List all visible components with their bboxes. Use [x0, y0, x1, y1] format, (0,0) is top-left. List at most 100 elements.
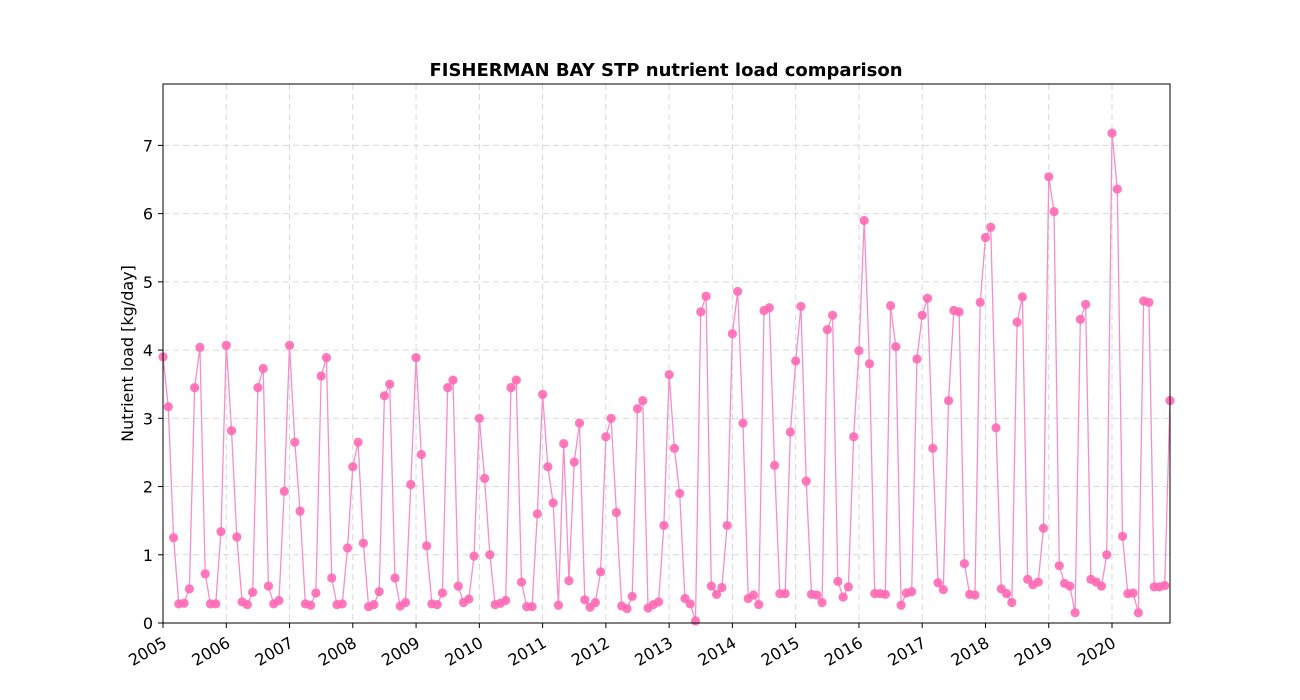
data-point	[1033, 577, 1043, 587]
data-point	[701, 291, 711, 301]
series-points-group	[158, 128, 1175, 626]
data-point	[706, 581, 716, 591]
data-point	[748, 590, 759, 600]
data-point	[1070, 608, 1080, 618]
data-point	[400, 597, 411, 608]
data-point	[311, 588, 321, 598]
data-point	[216, 526, 226, 537]
data-point	[316, 371, 326, 381]
data-point	[374, 587, 384, 597]
data-point	[1001, 589, 1012, 599]
data-point	[1054, 561, 1064, 571]
data-point	[1012, 317, 1022, 327]
data-point	[590, 597, 600, 608]
data-point	[659, 520, 669, 531]
data-point	[337, 599, 347, 609]
data-point	[817, 597, 827, 608]
data-point	[179, 598, 189, 608]
data-point	[891, 342, 901, 352]
x-tick-label: 2008	[315, 633, 360, 670]
x-tick-label: 2006	[189, 633, 234, 670]
data-point	[922, 293, 933, 303]
data-point	[843, 582, 853, 592]
x-tick-label: 2010	[442, 633, 487, 670]
data-point	[369, 599, 379, 610]
data-point	[527, 602, 537, 612]
data-point	[601, 432, 611, 442]
x-tick-label: 2013	[631, 633, 676, 670]
data-point	[480, 473, 490, 483]
data-point	[485, 550, 495, 560]
y-tick-label: 2	[143, 478, 153, 497]
data-point	[938, 584, 948, 595]
data-point	[553, 600, 564, 610]
data-point	[263, 581, 274, 591]
data-point	[1102, 550, 1112, 560]
data-point	[184, 584, 194, 594]
x-tick-label: 2011	[505, 633, 550, 670]
data-point	[933, 578, 943, 588]
data-point	[717, 582, 727, 593]
data-point	[796, 301, 806, 312]
data-point	[168, 533, 179, 543]
data-point	[849, 432, 859, 442]
data-point	[991, 423, 1001, 433]
data-point	[358, 538, 368, 548]
data-point	[211, 599, 221, 609]
data-point	[163, 402, 173, 412]
y-axis-label: Nutrient load [kg/day]	[118, 265, 137, 442]
data-point	[606, 413, 616, 423]
data-point	[885, 301, 896, 311]
data-point	[411, 352, 421, 363]
data-point	[791, 356, 801, 366]
data-point	[722, 520, 732, 531]
data-point	[221, 340, 231, 350]
data-point	[1160, 580, 1170, 591]
data-point	[980, 232, 991, 243]
data-point	[506, 383, 516, 393]
data-point	[422, 541, 432, 551]
data-point	[622, 604, 632, 614]
data-point	[580, 595, 590, 605]
data-point	[801, 476, 811, 486]
data-point	[1017, 292, 1027, 302]
data-point	[390, 573, 400, 583]
x-tick-label: 2007	[252, 633, 297, 670]
data-point	[1133, 608, 1143, 618]
data-point	[284, 340, 295, 350]
data-point	[242, 599, 252, 610]
data-point	[669, 443, 680, 453]
data-point	[226, 425, 237, 436]
data-point	[928, 443, 938, 453]
data-point	[232, 532, 242, 542]
data-point	[1112, 184, 1122, 194]
data-point	[559, 438, 569, 449]
data-point	[632, 404, 643, 414]
data-point	[838, 592, 848, 602]
data-point	[453, 581, 463, 591]
data-point	[516, 577, 527, 587]
data-point	[970, 590, 980, 600]
data-point	[348, 462, 358, 472]
data-point	[1044, 172, 1054, 182]
data-point	[664, 370, 674, 380]
x-tick-label: 2009	[378, 633, 423, 670]
data-point	[764, 303, 774, 313]
data-point	[827, 310, 838, 320]
data-point	[1117, 531, 1128, 541]
y-tick-label: 6	[143, 205, 153, 224]
data-point	[711, 589, 722, 599]
data-point	[675, 488, 685, 498]
data-point	[543, 462, 553, 472]
data-point	[1128, 588, 1138, 598]
data-point	[448, 375, 458, 385]
data-point	[986, 222, 996, 232]
data-point	[437, 588, 448, 598]
data-point	[385, 379, 395, 389]
data-point	[379, 391, 390, 401]
data-point	[959, 559, 969, 569]
y-tick-label: 7	[143, 136, 153, 155]
data-point	[1007, 597, 1017, 608]
data-point	[696, 307, 706, 317]
